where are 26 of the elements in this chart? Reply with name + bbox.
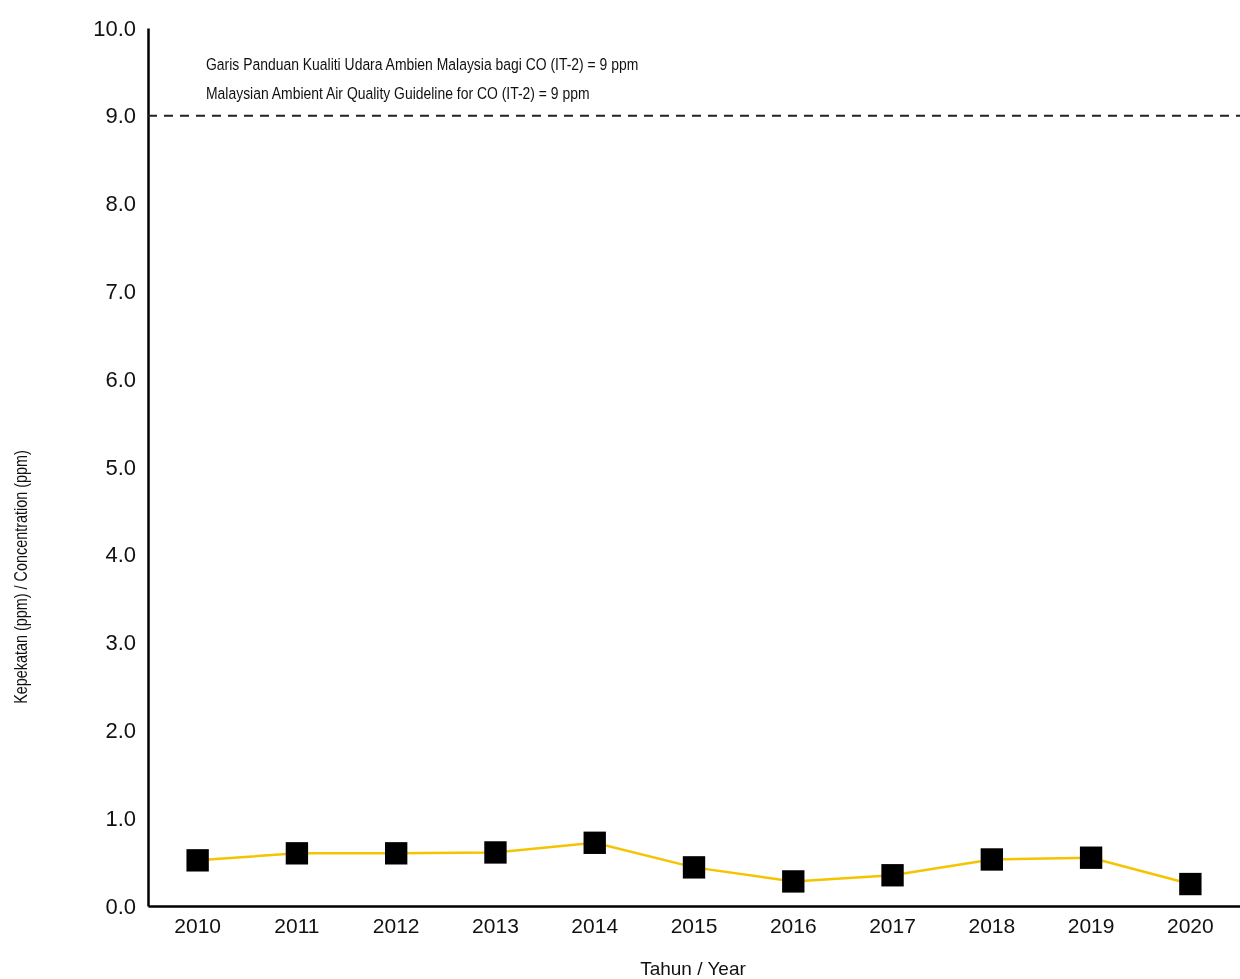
x-tick-label: 2020: [1167, 913, 1214, 937]
y-tick-label: 3.0: [105, 630, 136, 656]
y-tick-label: 9.0: [105, 103, 136, 129]
y-tick-label: 8.0: [105, 191, 136, 217]
y-tick-label: 7.0: [105, 278, 136, 304]
x-tick-label: 2019: [1067, 913, 1115, 937]
y-tick-label: 4.0: [105, 542, 136, 568]
y-tick-label: 6.0: [105, 366, 136, 392]
x-tick-label: 2018: [968, 913, 1016, 937]
x-tick-label: 2010: [174, 913, 221, 937]
y-axis-title: Kepekatan (ppm) / Concentration (ppm): [10, 450, 31, 704]
annotation: Malaysian Ambient Air Quality Guideline for CO (IT-2) = 9 ppm: [206, 83, 590, 103]
x-tick-label: 2012: [372, 913, 420, 937]
y-tick-label: 2.0: [105, 717, 136, 743]
y-tick-label: 5.0: [105, 454, 136, 480]
y-tick-label: 1.0: [105, 805, 136, 831]
annotation: Garis Panduan Kualiti Udara Ambien Malaysia bagi CO (IT-2) = 9 ppm: [206, 54, 639, 74]
x-tick-label: 2015: [670, 913, 718, 937]
y-tick-label: 10.0: [93, 15, 136, 41]
x-tick-label: 2016: [769, 913, 817, 937]
x-tick-label: 2013: [472, 913, 519, 937]
x-tick-label: 2011: [274, 913, 320, 937]
y-tick-label: 0.0: [105, 893, 136, 919]
x-tick-label: 2017: [869, 913, 916, 937]
x-tick-label: 2014: [571, 913, 619, 937]
x-axis-title: Tahun / Year: [640, 958, 747, 979]
